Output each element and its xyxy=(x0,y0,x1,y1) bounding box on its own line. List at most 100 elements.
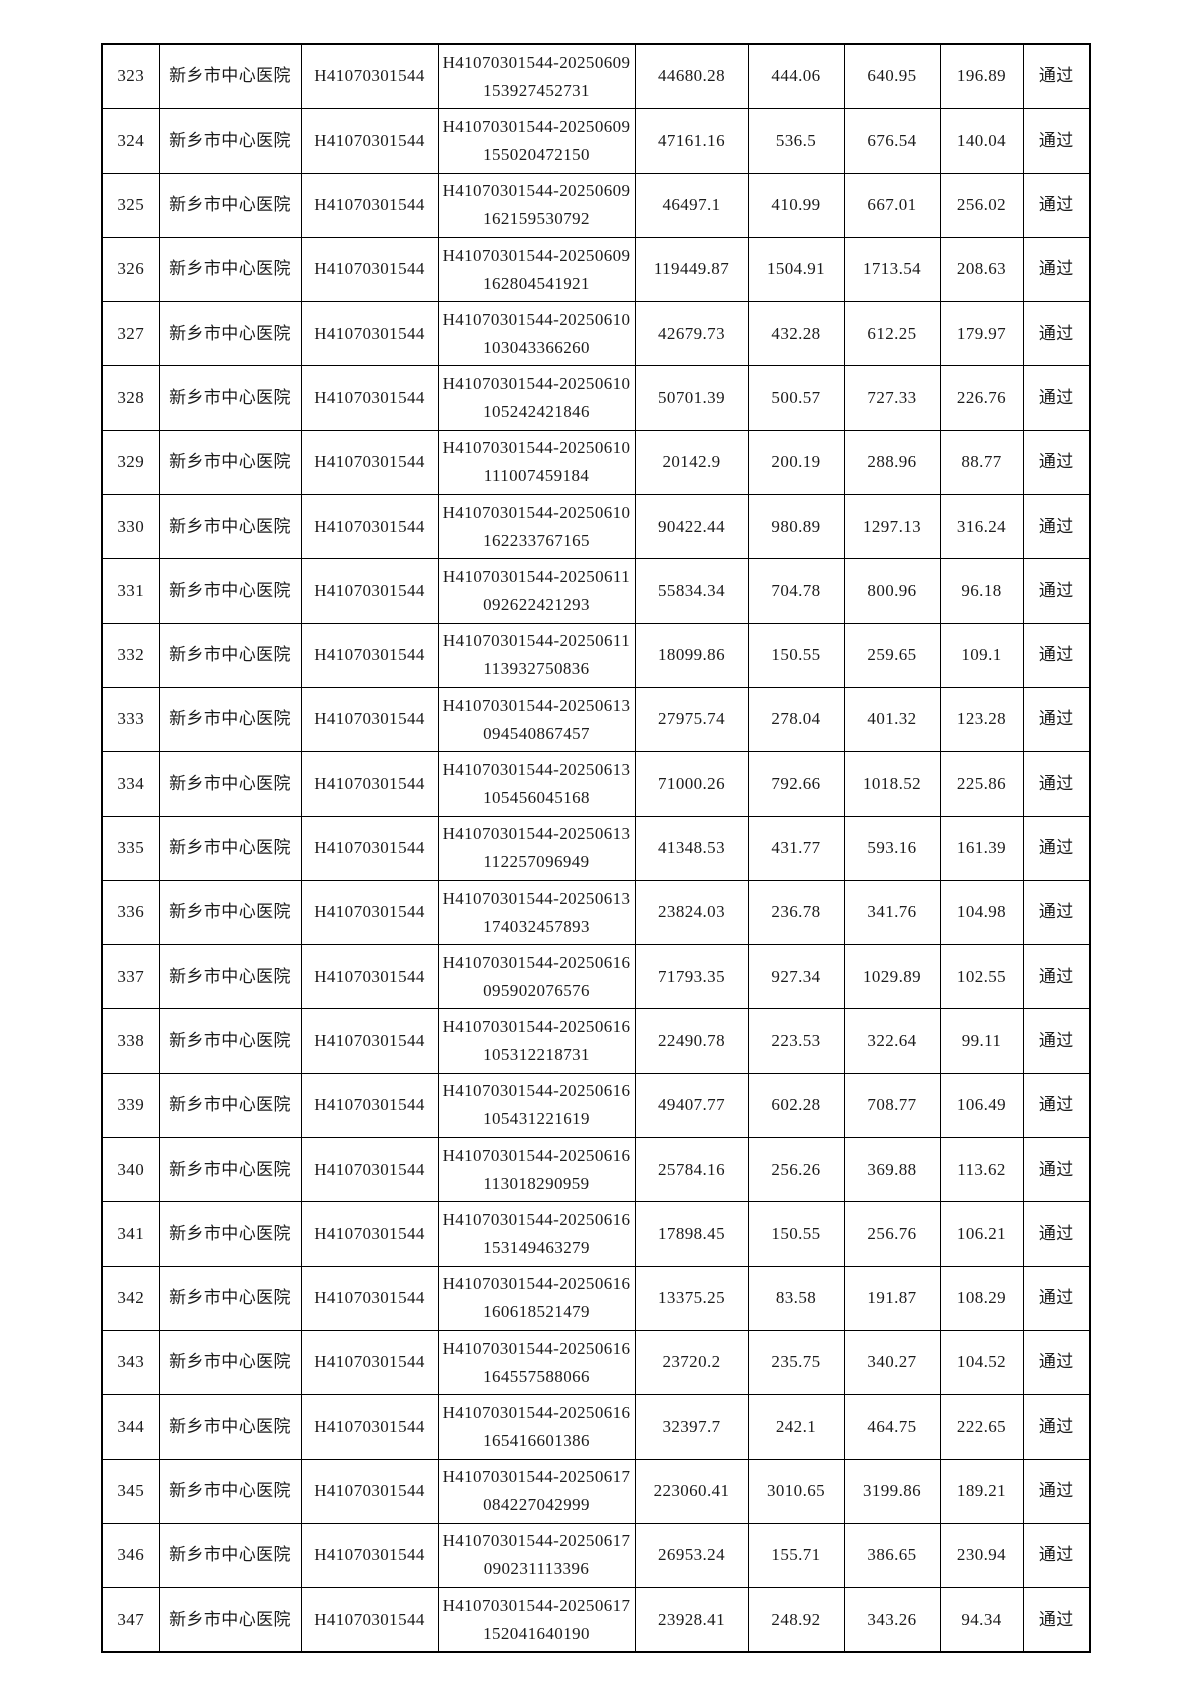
cell-hospital-name: 新乡市中心医院 xyxy=(158,1008,302,1074)
settlement-id-line1: H41070301544-20250616 xyxy=(442,1081,631,1101)
cell-review-status: 通过 xyxy=(1022,944,1091,1010)
table-row: 341 新乡市中心医院 H41070301544 H41070301544-20… xyxy=(101,1201,1091,1267)
settlement-id-line1: H41070301544-20250613 xyxy=(442,759,631,779)
cell-amount-b: 341.76 xyxy=(843,879,941,946)
cell-amount-b: 1018.52 xyxy=(843,751,941,817)
cell-settlement-id: H41070301544-20250610 105242421846 xyxy=(437,365,636,431)
cell-org-code: H41070301544 xyxy=(300,1458,439,1524)
cell-amount-b: 256.76 xyxy=(843,1201,941,1267)
cell-total-amount: 119449.87 xyxy=(634,236,749,303)
cell-amount-c: 196.89 xyxy=(939,43,1024,110)
cell-total-amount: 46497.1 xyxy=(634,172,749,238)
cell-amount-a: 432.28 xyxy=(747,301,845,367)
cell-review-status: 通过 xyxy=(1022,494,1091,560)
cell-org-code: H41070301544 xyxy=(300,1008,439,1074)
cell-hospital-name: 新乡市中心医院 xyxy=(158,1137,302,1203)
cell-settlement-id: H41070301544-20250610 111007459184 xyxy=(437,429,636,496)
cell-amount-b: 1029.89 xyxy=(843,944,941,1010)
table-row: 335 新乡市中心医院 H41070301544 H41070301544-20… xyxy=(101,815,1091,881)
table-body: 323 新乡市中心医院 H41070301544 H41070301544-20… xyxy=(101,43,1091,1653)
cell-seq-number: 338 xyxy=(101,1008,160,1074)
table-row: 337 新乡市中心医院 H41070301544 H41070301544-20… xyxy=(101,944,1091,1010)
settlement-id-line1: H41070301544-20250616 xyxy=(442,1402,631,1422)
table-row: 329 新乡市中心医院 H41070301544 H41070301544-20… xyxy=(101,429,1091,496)
cell-amount-c: 208.63 xyxy=(939,236,1024,303)
cell-review-status: 通过 xyxy=(1022,1072,1091,1139)
table-row: 340 新乡市中心医院 H41070301544 H41070301544-20… xyxy=(101,1137,1091,1203)
cell-settlement-id: H41070301544-20250616 105312218731 xyxy=(437,1008,636,1074)
settlement-id-line1: H41070301544-20250611 xyxy=(442,567,631,587)
cell-amount-a: 278.04 xyxy=(747,686,845,753)
cell-review-status: 通过 xyxy=(1022,815,1091,881)
settlement-id-line2: 162233767165 xyxy=(483,530,590,550)
cell-hospital-name: 新乡市中心医院 xyxy=(158,751,302,817)
table-row: 347 新乡市中心医院 H41070301544 H41070301544-20… xyxy=(101,1587,1091,1653)
cell-amount-b: 708.77 xyxy=(843,1072,941,1139)
settlement-id-line1: H41070301544-20250613 xyxy=(442,695,631,715)
settlement-id-line2: 105431221619 xyxy=(483,1109,590,1129)
cell-amount-b: 3199.86 xyxy=(843,1458,941,1524)
cell-settlement-id: H41070301544-20250616 105431221619 xyxy=(437,1072,636,1139)
settlement-id-line2: 153149463279 xyxy=(483,1237,590,1257)
cell-review-status: 通过 xyxy=(1022,1522,1091,1589)
cell-amount-b: 369.88 xyxy=(843,1137,941,1203)
cell-review-status: 通过 xyxy=(1022,1008,1091,1074)
cell-org-code: H41070301544 xyxy=(300,494,439,560)
table-row: 338 新乡市中心医院 H41070301544 H41070301544-20… xyxy=(101,1008,1091,1074)
cell-total-amount: 17898.45 xyxy=(634,1201,749,1267)
cell-amount-a: 927.34 xyxy=(747,944,845,1010)
cell-amount-b: 401.32 xyxy=(843,686,941,753)
cell-amount-c: 225.86 xyxy=(939,751,1024,817)
cell-org-code: H41070301544 xyxy=(300,751,439,817)
cell-amount-a: 236.78 xyxy=(747,879,845,946)
cell-amount-a: 3010.65 xyxy=(747,1458,845,1524)
cell-seq-number: 346 xyxy=(101,1522,160,1589)
cell-settlement-id: H41070301544-20250616 164557588066 xyxy=(437,1329,636,1396)
cell-total-amount: 26953.24 xyxy=(634,1522,749,1589)
cell-hospital-name: 新乡市中心医院 xyxy=(158,172,302,238)
cell-amount-a: 431.77 xyxy=(747,815,845,881)
settlement-id-line1: H41070301544-20250609 xyxy=(442,181,631,201)
cell-amount-b: 322.64 xyxy=(843,1008,941,1074)
cell-review-status: 通过 xyxy=(1022,1587,1091,1653)
cell-settlement-id: H41070301544-20250617 090231113396 xyxy=(437,1522,636,1589)
settlement-id-line2: 113932750836 xyxy=(483,659,590,679)
settlement-id-line1: H41070301544-20250613 xyxy=(442,888,631,908)
cell-amount-a: 235.75 xyxy=(747,1329,845,1396)
cell-amount-c: 102.55 xyxy=(939,944,1024,1010)
cell-amount-a: 602.28 xyxy=(747,1072,845,1139)
cell-amount-b: 640.95 xyxy=(843,43,941,110)
cell-amount-c: 161.39 xyxy=(939,815,1024,881)
settlement-id-line2: 162804541921 xyxy=(483,273,590,293)
cell-amount-c: 140.04 xyxy=(939,108,1024,174)
cell-total-amount: 13375.25 xyxy=(634,1265,749,1331)
cell-seq-number: 339 xyxy=(101,1072,160,1139)
cell-hospital-name: 新乡市中心医院 xyxy=(158,944,302,1010)
cell-review-status: 通过 xyxy=(1022,108,1091,174)
cell-amount-c: 88.77 xyxy=(939,429,1024,496)
settlement-id-line1: H41070301544-20250610 xyxy=(442,309,631,329)
cell-seq-number: 327 xyxy=(101,301,160,367)
cell-amount-b: 612.25 xyxy=(843,301,941,367)
cell-hospital-name: 新乡市中心医院 xyxy=(158,365,302,431)
cell-total-amount: 27975.74 xyxy=(634,686,749,753)
cell-total-amount: 71000.26 xyxy=(634,751,749,817)
cell-amount-c: 96.18 xyxy=(939,558,1024,624)
cell-settlement-id: H41070301544-20250609 155020472150 xyxy=(437,108,636,174)
cell-org-code: H41070301544 xyxy=(300,815,439,881)
cell-review-status: 通过 xyxy=(1022,172,1091,238)
cell-hospital-name: 新乡市中心医院 xyxy=(158,815,302,881)
settlement-id-line2: 105456045168 xyxy=(483,787,590,807)
cell-hospital-name: 新乡市中心医院 xyxy=(158,1072,302,1139)
cell-org-code: H41070301544 xyxy=(300,43,439,110)
cell-amount-b: 593.16 xyxy=(843,815,941,881)
table-row: 328 新乡市中心医院 H41070301544 H41070301544-20… xyxy=(101,365,1091,431)
cell-total-amount: 90422.44 xyxy=(634,494,749,560)
cell-hospital-name: 新乡市中心医院 xyxy=(158,1587,302,1653)
cell-settlement-id: H41070301544-20250616 095902076576 xyxy=(437,944,636,1010)
settlement-id-line1: H41070301544-20250616 xyxy=(442,1274,631,1294)
cell-seq-number: 331 xyxy=(101,558,160,624)
table-row: 333 新乡市中心医院 H41070301544 H41070301544-20… xyxy=(101,686,1091,753)
cell-amount-a: 410.99 xyxy=(747,172,845,238)
cell-org-code: H41070301544 xyxy=(300,1329,439,1396)
